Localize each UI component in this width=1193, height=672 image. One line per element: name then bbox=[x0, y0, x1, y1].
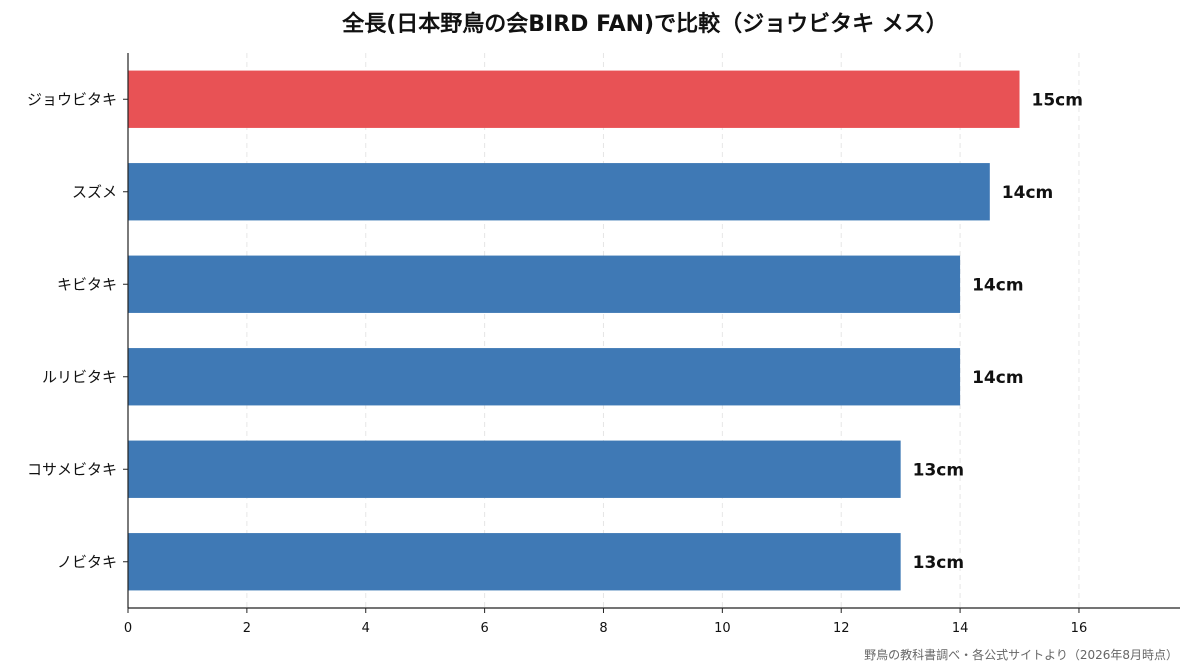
source-note: 野鳥の教科書調べ・各公式サイトより（2026年8月時点） bbox=[864, 647, 1178, 662]
bar bbox=[128, 440, 901, 498]
bar bbox=[128, 533, 901, 591]
category-label: キビタキ bbox=[57, 275, 117, 293]
x-tick-label: 2 bbox=[243, 621, 251, 636]
category-label: スズメ bbox=[72, 183, 117, 201]
x-tick-label: 4 bbox=[362, 621, 370, 636]
data-label: 15cm bbox=[1032, 90, 1083, 110]
category-label: ルリビタキ bbox=[42, 368, 117, 386]
chart-title: 全長(日本野鳥の会BIRD FAN)で比較（ジョウビタキ メス） bbox=[341, 11, 948, 37]
bar bbox=[128, 348, 961, 406]
x-tick-label: 12 bbox=[833, 621, 850, 636]
bar bbox=[128, 70, 1020, 128]
data-label: 14cm bbox=[972, 368, 1023, 388]
bars: 15cm 14cm 14cm 14cm 13cm 13cm bbox=[128, 70, 1083, 591]
category-label: ノビタキ bbox=[57, 553, 117, 571]
data-label: 13cm bbox=[913, 553, 964, 573]
data-label: 13cm bbox=[913, 460, 964, 480]
data-label: 14cm bbox=[1002, 183, 1053, 203]
x-tick-label: 14 bbox=[952, 621, 969, 636]
grid-lines bbox=[246, 53, 1080, 608]
x-tick-label: 10 bbox=[714, 621, 731, 636]
category-label: ジョウビタキ bbox=[27, 90, 117, 108]
x-tick-label: 6 bbox=[480, 621, 488, 636]
bar bbox=[128, 255, 961, 313]
category-label: コサメビタキ bbox=[27, 460, 117, 478]
bar bbox=[128, 163, 990, 221]
x-tick-label: 0 bbox=[124, 621, 132, 636]
x-tick-label: 16 bbox=[1071, 621, 1088, 636]
data-label: 14cm bbox=[972, 275, 1023, 295]
x-tick-label: 8 bbox=[599, 621, 607, 636]
